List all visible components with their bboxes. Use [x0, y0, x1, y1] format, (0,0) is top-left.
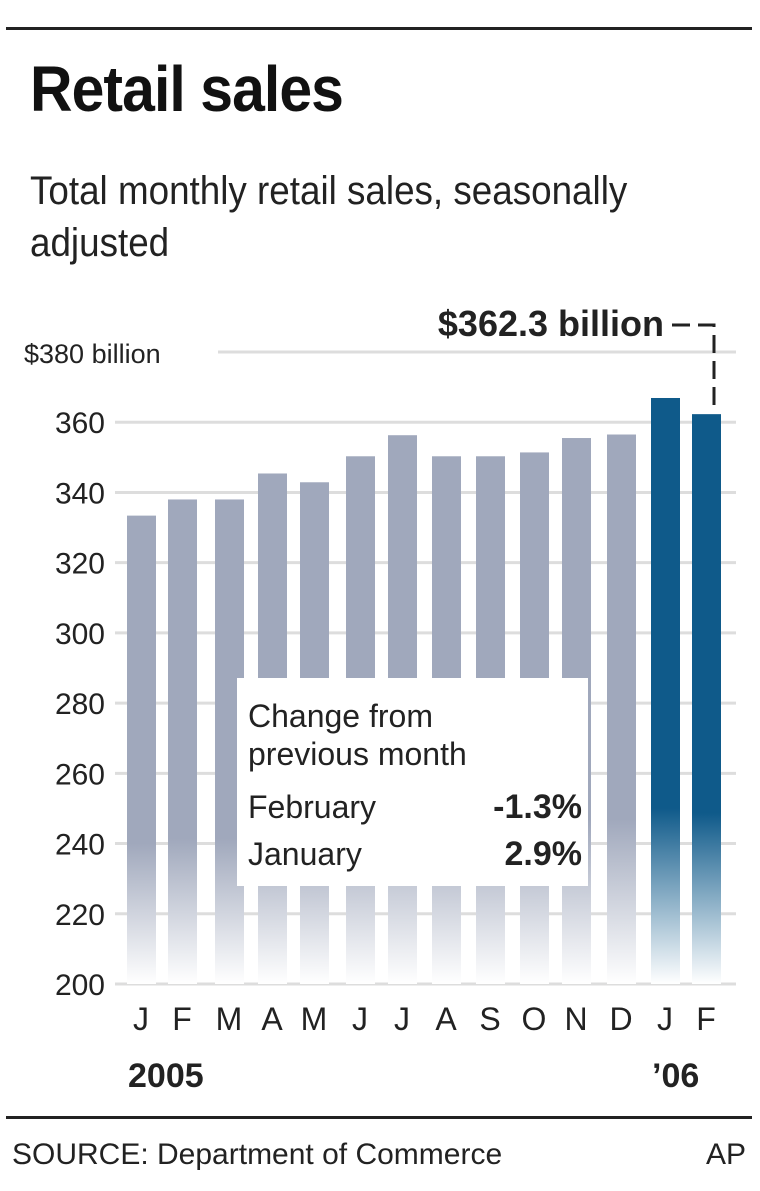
- bar: [692, 414, 721, 984]
- x-tick-label: J: [657, 1001, 673, 1037]
- x-tick-label: A: [261, 1001, 283, 1037]
- credit-text: AP: [705, 1138, 746, 1171]
- bar: [168, 499, 197, 984]
- y-tick-label: 260: [55, 758, 105, 791]
- x-tick-label: S: [479, 1001, 500, 1037]
- y-tick-label: 240: [55, 829, 105, 862]
- y-tick-label: 360: [55, 407, 105, 440]
- top-rule: [6, 27, 752, 30]
- x-tick-label: J: [394, 1001, 410, 1037]
- y-tick-label: 220: [55, 899, 105, 932]
- chart-title: Retail sales: [30, 53, 344, 125]
- x-tick-label: M: [301, 1001, 328, 1037]
- inset-row-value: 2.9%: [505, 835, 583, 873]
- bottom-rule: [6, 1116, 752, 1119]
- x-tick-label: F: [696, 1001, 716, 1037]
- x-tick-label: N: [564, 1001, 587, 1037]
- x-tick-label: A: [435, 1001, 457, 1037]
- inset-heading: Change from: [248, 698, 433, 734]
- inset-box: [237, 678, 588, 886]
- callout-leader-line: [672, 323, 716, 411]
- callout-label: $362.3 billion: [438, 303, 664, 344]
- x-tick-label: J: [352, 1001, 368, 1037]
- y-tick-label: 280: [55, 688, 105, 721]
- bar: [651, 397, 680, 984]
- bar: [127, 515, 156, 984]
- y-tick-label: 300: [55, 618, 105, 651]
- bar: [607, 434, 636, 984]
- x-tick-label: J: [133, 1001, 149, 1037]
- x-tick-label: O: [522, 1001, 547, 1037]
- y-tick-label: 320: [55, 548, 105, 581]
- year-label: 2005: [128, 1057, 204, 1095]
- chart-subtitle: Total monthly retail sales, seasonally a…: [30, 169, 628, 265]
- inset-row-label: January: [248, 836, 362, 872]
- inset-row-value: -1.3%: [493, 788, 582, 826]
- x-tick-label: D: [609, 1001, 632, 1037]
- inset-row-label: February: [248, 789, 376, 825]
- source-text: SOURCE: Department of Commerce: [12, 1138, 503, 1171]
- x-tick-label: F: [172, 1001, 192, 1037]
- x-tick-label: M: [216, 1001, 243, 1037]
- y-tick-label: $380 billion: [24, 339, 161, 369]
- inset-heading: previous month: [248, 736, 467, 772]
- y-tick-label: 340: [55, 477, 105, 510]
- year-label: ’06: [652, 1057, 699, 1095]
- y-tick-label: 200: [55, 969, 105, 1002]
